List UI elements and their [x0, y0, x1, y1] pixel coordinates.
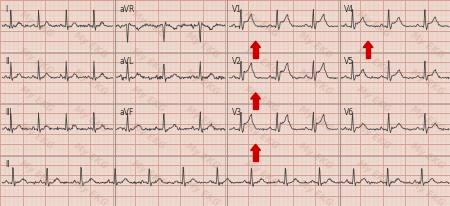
Bar [253, 150, 258, 161]
Text: My EKG: My EKG [184, 179, 221, 206]
Text: I: I [5, 5, 8, 14]
Polygon shape [251, 93, 261, 99]
Text: aVR: aVR [119, 5, 135, 14]
Text: aVL: aVL [119, 57, 134, 66]
Text: My EKG: My EKG [130, 84, 167, 114]
Text: My EKG: My EKG [355, 84, 392, 114]
Text: My EKG: My EKG [409, 68, 446, 97]
Text: V5: V5 [344, 57, 355, 66]
Text: My EKG: My EKG [130, 158, 167, 188]
Polygon shape [363, 41, 373, 47]
Text: My EKG: My EKG [409, 31, 446, 60]
Text: aVF: aVF [119, 108, 134, 117]
Text: My EKG: My EKG [355, 47, 392, 76]
Text: My EKG: My EKG [130, 47, 167, 76]
Text: My EKG: My EKG [243, 121, 279, 151]
Polygon shape [251, 41, 261, 47]
Text: My EKG: My EKG [355, 10, 392, 39]
Text: My EKG: My EKG [243, 10, 279, 39]
Text: My EKG: My EKG [184, 31, 221, 60]
Text: My EKG: My EKG [297, 179, 333, 206]
Text: My EKG: My EKG [184, 105, 221, 134]
Text: My EKG: My EKG [297, 105, 333, 134]
Text: My EKG: My EKG [243, 47, 279, 76]
Text: My EKG: My EKG [130, 10, 167, 39]
Text: II: II [5, 160, 10, 169]
Text: My EKG: My EKG [18, 10, 54, 39]
Text: My EKG: My EKG [297, 68, 333, 97]
Text: My EKG: My EKG [243, 84, 279, 114]
Text: V1: V1 [232, 5, 242, 14]
Text: V3: V3 [232, 108, 242, 117]
Text: My EKG: My EKG [184, 68, 221, 97]
Text: My EKG: My EKG [18, 158, 54, 188]
Text: My EKG: My EKG [409, 105, 446, 134]
Text: My EKG: My EKG [72, 142, 108, 171]
Text: My EKG: My EKG [184, 142, 221, 171]
Text: My EKG: My EKG [409, 142, 446, 171]
Polygon shape [251, 144, 261, 150]
Text: My EKG: My EKG [18, 121, 54, 151]
Text: III: III [5, 108, 12, 117]
Text: My EKG: My EKG [130, 121, 167, 151]
Text: My EKG: My EKG [297, 31, 333, 60]
Text: My EKG: My EKG [297, 142, 333, 171]
Text: My EKG: My EKG [409, 179, 446, 206]
Text: My EKG: My EKG [18, 47, 54, 76]
Text: My EKG: My EKG [72, 105, 108, 134]
Text: My EKG: My EKG [72, 31, 108, 60]
Text: V4: V4 [344, 5, 355, 14]
Text: My EKG: My EKG [72, 68, 108, 97]
Text: My EKG: My EKG [355, 158, 392, 188]
Text: My EKG: My EKG [355, 121, 392, 151]
Bar [366, 47, 370, 58]
Text: V6: V6 [344, 108, 355, 117]
Bar [253, 99, 258, 109]
Text: My EKG: My EKG [243, 158, 279, 188]
Text: My EKG: My EKG [72, 179, 108, 206]
Text: V2: V2 [232, 57, 242, 66]
Text: II: II [5, 57, 10, 66]
Bar [253, 47, 258, 58]
Text: My EKG: My EKG [18, 84, 54, 114]
